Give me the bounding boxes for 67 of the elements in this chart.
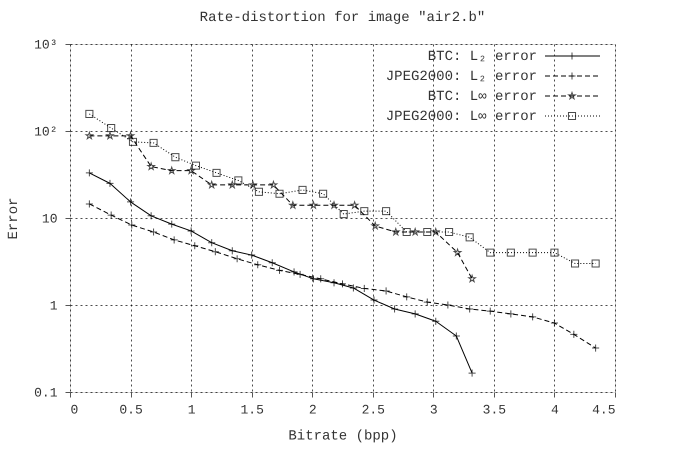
x-tick-label: 1.5 xyxy=(240,402,264,418)
point xyxy=(168,166,176,174)
point xyxy=(310,201,318,209)
point xyxy=(486,248,494,257)
point xyxy=(350,201,358,209)
point xyxy=(392,228,400,236)
point xyxy=(319,190,328,198)
point xyxy=(270,180,278,188)
point xyxy=(360,207,368,216)
x-tick-label: 3.5 xyxy=(482,402,506,418)
point xyxy=(128,138,138,146)
point xyxy=(228,180,236,188)
point xyxy=(432,228,440,236)
x-tick-label: 0 xyxy=(70,402,78,418)
y-tick-label: 10³ xyxy=(34,38,58,52)
point xyxy=(254,188,263,196)
point xyxy=(506,248,515,257)
point xyxy=(468,274,476,282)
x-tick-label: 4 xyxy=(551,402,560,418)
point xyxy=(150,138,158,147)
point xyxy=(249,180,257,188)
point xyxy=(126,132,134,140)
point xyxy=(423,228,432,236)
point xyxy=(550,248,558,257)
point xyxy=(371,222,380,230)
legend-label: BTC: L∞ error xyxy=(428,89,537,105)
point xyxy=(466,233,474,242)
y-tick-label: 10² xyxy=(34,124,58,140)
point xyxy=(411,228,420,236)
x-tick-label: 0.5 xyxy=(119,402,143,418)
legend-label: JPEG2000: L₂ error xyxy=(386,69,537,85)
point xyxy=(212,168,221,177)
point xyxy=(234,176,242,185)
point xyxy=(86,132,94,140)
point xyxy=(298,186,307,194)
chart-title: Rate-distortion for image "air2.b" xyxy=(200,10,486,26)
legend-label: JPEG2000: L∞ error xyxy=(386,109,537,125)
point xyxy=(275,190,284,198)
x-axis-title: Bitrate (bpp) xyxy=(288,428,398,444)
point xyxy=(445,228,454,236)
x-tick-label: 2 xyxy=(308,402,317,418)
point xyxy=(288,201,297,209)
y-tick-label: 10 xyxy=(42,212,58,226)
point xyxy=(570,259,580,268)
point xyxy=(192,162,200,170)
point xyxy=(85,110,94,118)
point xyxy=(171,153,180,162)
point xyxy=(382,207,390,216)
x-tick-label: 2.5 xyxy=(362,402,385,418)
point xyxy=(208,180,216,188)
point xyxy=(528,248,537,257)
point xyxy=(340,210,348,218)
point xyxy=(187,166,195,174)
point xyxy=(106,132,114,140)
point xyxy=(454,248,462,256)
y-axis-title: Error xyxy=(6,197,22,240)
y-tick-label: 0.1 xyxy=(34,386,58,400)
point xyxy=(330,201,338,209)
point xyxy=(147,162,156,170)
legend-label: BTC: L₂ error xyxy=(428,49,537,65)
y-tick-label: 1 xyxy=(50,298,58,314)
x-tick-label: 1 xyxy=(188,402,196,418)
point xyxy=(402,228,411,236)
point xyxy=(592,259,600,268)
x-tick-label: 3 xyxy=(430,402,438,418)
point xyxy=(107,124,116,132)
x-tick-label: 4.5 xyxy=(592,402,616,418)
